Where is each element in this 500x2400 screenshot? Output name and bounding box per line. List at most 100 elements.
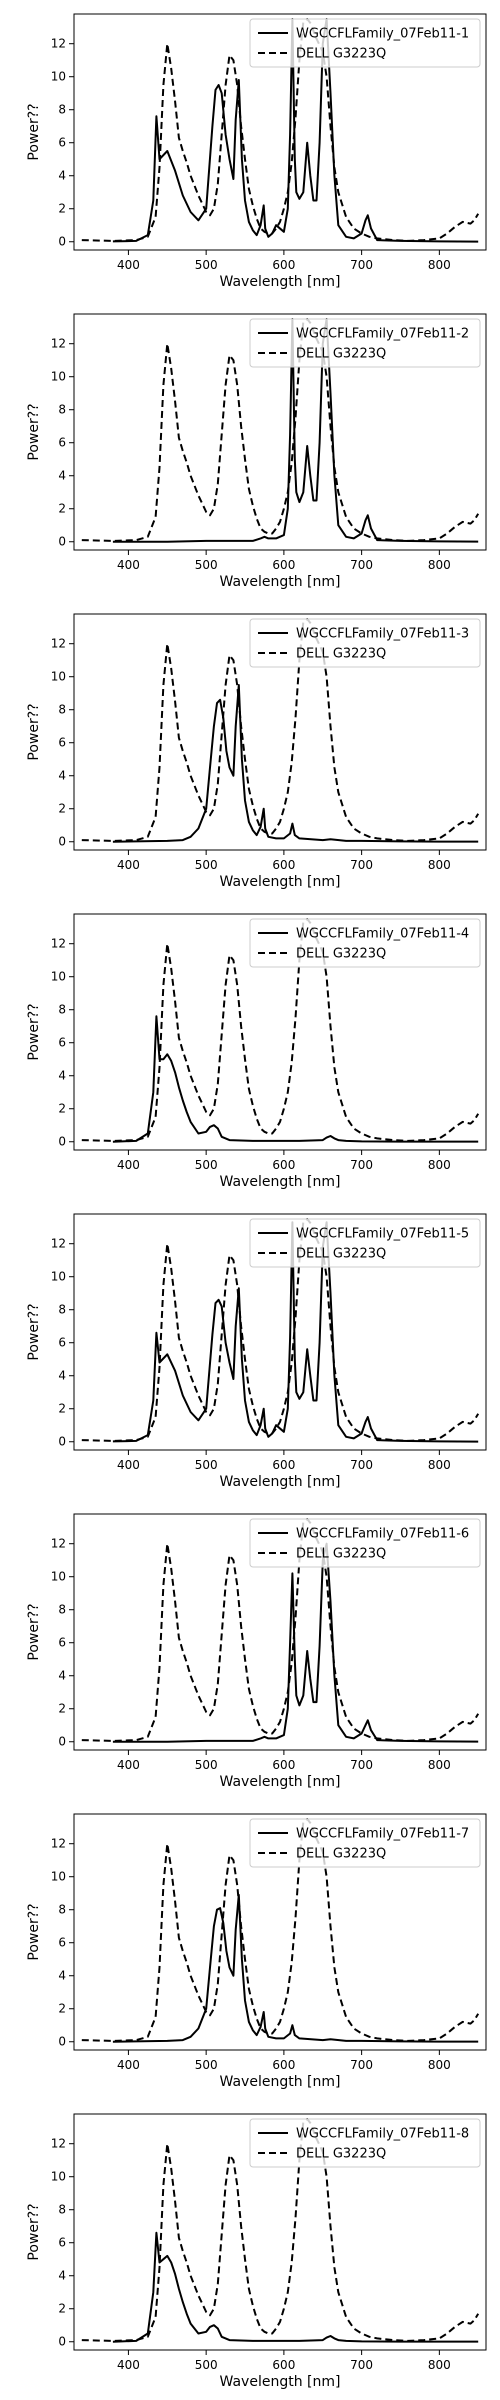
series-line-reference bbox=[81, 1818, 480, 2042]
x-axis-label: Wavelength [nm] bbox=[220, 1474, 341, 1490]
legend-label: DELL G3223Q bbox=[296, 47, 386, 62]
legend-label: WGCCFLFamily_07Feb11-4 bbox=[296, 927, 469, 942]
legend-label: WGCCFLFamily_07Feb11-8 bbox=[296, 2127, 469, 2142]
legend-box bbox=[249, 318, 481, 368]
y-tick-label: 6 bbox=[58, 736, 66, 750]
y-tick-label: 2 bbox=[58, 2002, 66, 2016]
series-line-sample bbox=[112, 684, 479, 843]
legend-label: DELL G3223Q bbox=[296, 347, 386, 362]
x-tick-label: 400 bbox=[117, 858, 140, 872]
x-tick-label: 500 bbox=[195, 1458, 218, 1472]
x-tick-label: 500 bbox=[195, 258, 218, 272]
x-tick-label: 600 bbox=[272, 1758, 295, 1772]
y-tick-label: 4 bbox=[58, 2269, 66, 2283]
y-tick-label: 2 bbox=[58, 502, 66, 516]
legend: WGCCFLFamily_07Feb11-2 DELL G3223Q bbox=[249, 318, 481, 368]
series-line-reference bbox=[81, 18, 480, 242]
y-axis-label: Power?? bbox=[26, 703, 42, 760]
y-tick-label: 0 bbox=[58, 535, 66, 549]
x-tick-label: 700 bbox=[350, 558, 373, 572]
y-tick-label: 4 bbox=[58, 1669, 66, 1683]
y-tick-label: 4 bbox=[58, 1069, 66, 1083]
legend: WGCCFLFamily_07Feb11-7 DELL G3223Q bbox=[249, 1818, 481, 1868]
x-tick-label: 800 bbox=[428, 2358, 451, 2372]
legend-box bbox=[249, 1818, 481, 1868]
x-tick-label: 700 bbox=[350, 258, 373, 272]
series-group bbox=[81, 1218, 480, 1443]
x-tick-label: 700 bbox=[350, 2358, 373, 2372]
y-tick-label: 6 bbox=[58, 1936, 66, 1950]
chart-panel-8: 400 500 600 700 800 0 2 4 6 8 10 12 Wavelength [nm] P… bbox=[26, 2113, 487, 2390]
x-tick-label: 600 bbox=[272, 1458, 295, 1472]
x-tick-label: 400 bbox=[117, 1458, 140, 1472]
y-tick-label: 8 bbox=[58, 703, 66, 717]
x-tick-label: 800 bbox=[428, 1158, 451, 1172]
y-tick-label: 12 bbox=[51, 1237, 66, 1251]
x-axis-label: Wavelength [nm] bbox=[220, 1174, 341, 1190]
x-tick-label: 400 bbox=[117, 558, 140, 572]
y-tick-label: 2 bbox=[58, 2302, 66, 2316]
y-axis-label: Power?? bbox=[26, 1003, 42, 1060]
legend-box bbox=[249, 618, 481, 668]
y-tick-label: 0 bbox=[58, 835, 66, 849]
series-line-sample bbox=[112, 1221, 479, 1443]
series-group bbox=[81, 618, 480, 843]
legend-label: DELL G3223Q bbox=[296, 647, 386, 662]
x-tick-label: 500 bbox=[195, 558, 218, 572]
y-axis-label: Power?? bbox=[26, 1603, 42, 1660]
x-tick-label: 800 bbox=[428, 2058, 451, 2072]
x-tick-label: 500 bbox=[195, 2358, 218, 2372]
series-group bbox=[81, 2118, 480, 2343]
chart-panel-6: 400 500 600 700 800 0 2 4 6 8 10 12 Wavelength [nm] P… bbox=[26, 1513, 487, 1790]
y-tick-label: 8 bbox=[58, 103, 66, 117]
y-tick-label: 6 bbox=[58, 1336, 66, 1350]
plot-frame bbox=[73, 13, 487, 251]
x-tick-label: 600 bbox=[272, 1158, 295, 1172]
legend-box bbox=[249, 1218, 481, 1268]
y-tick-label: 12 bbox=[51, 37, 66, 51]
x-tick-label: 600 bbox=[272, 2058, 295, 2072]
y-tick-label: 4 bbox=[58, 1969, 66, 1983]
y-tick-label: 12 bbox=[51, 2137, 66, 2151]
y-axis-label: Power?? bbox=[26, 103, 42, 160]
y-tick-label: 8 bbox=[58, 1903, 66, 1917]
legend-label: DELL G3223Q bbox=[296, 2147, 386, 2162]
x-axis-label: Wavelength [nm] bbox=[220, 574, 341, 590]
series-line-sample bbox=[112, 2231, 479, 2343]
y-tick-label: 12 bbox=[51, 637, 66, 651]
y-tick-label: 12 bbox=[51, 337, 66, 351]
legend-label: DELL G3223Q bbox=[296, 1547, 386, 1562]
y-tick-label: 0 bbox=[58, 1735, 66, 1749]
y-tick-label: 6 bbox=[58, 136, 66, 150]
series-line-reference bbox=[81, 2118, 480, 2342]
y-tick-label: 0 bbox=[58, 1435, 66, 1449]
x-tick-label: 600 bbox=[272, 558, 295, 572]
series-line-sample bbox=[112, 1893, 479, 2043]
x-tick-label: 500 bbox=[195, 1758, 218, 1772]
series-line-reference bbox=[81, 918, 480, 1142]
y-tick-label: 8 bbox=[58, 1003, 66, 1017]
legend-label: WGCCFLFamily_07Feb11-1 bbox=[296, 27, 469, 42]
y-tick-label: 10 bbox=[51, 670, 66, 684]
y-tick-label: 6 bbox=[58, 2236, 66, 2250]
y-tick-label: 10 bbox=[51, 1570, 66, 1584]
legend: WGCCFLFamily_07Feb11-3 DELL G3223Q bbox=[249, 618, 481, 668]
y-tick-label: 12 bbox=[51, 937, 66, 951]
plot-frame bbox=[73, 1213, 487, 1451]
series-line-reference bbox=[81, 1518, 480, 1742]
y-axis-label: Power?? bbox=[26, 403, 42, 460]
y-tick-label: 12 bbox=[51, 1837, 66, 1851]
y-tick-label: 2 bbox=[58, 1402, 66, 1416]
legend-box bbox=[249, 1518, 481, 1568]
legend: WGCCFLFamily_07Feb11-8 DELL G3223Q bbox=[249, 2118, 481, 2168]
x-tick-label: 400 bbox=[117, 2058, 140, 2072]
x-tick-label: 400 bbox=[117, 1758, 140, 1772]
x-axis-label: Wavelength [nm] bbox=[220, 274, 341, 290]
y-tick-label: 10 bbox=[51, 2170, 66, 2184]
x-tick-label: 700 bbox=[350, 858, 373, 872]
series-line-sample bbox=[112, 1542, 479, 1743]
x-axis-label: Wavelength [nm] bbox=[220, 2074, 341, 2090]
y-tick-label: 6 bbox=[58, 436, 66, 450]
y-tick-label: 2 bbox=[58, 1702, 66, 1716]
y-tick-label: 8 bbox=[58, 1303, 66, 1317]
